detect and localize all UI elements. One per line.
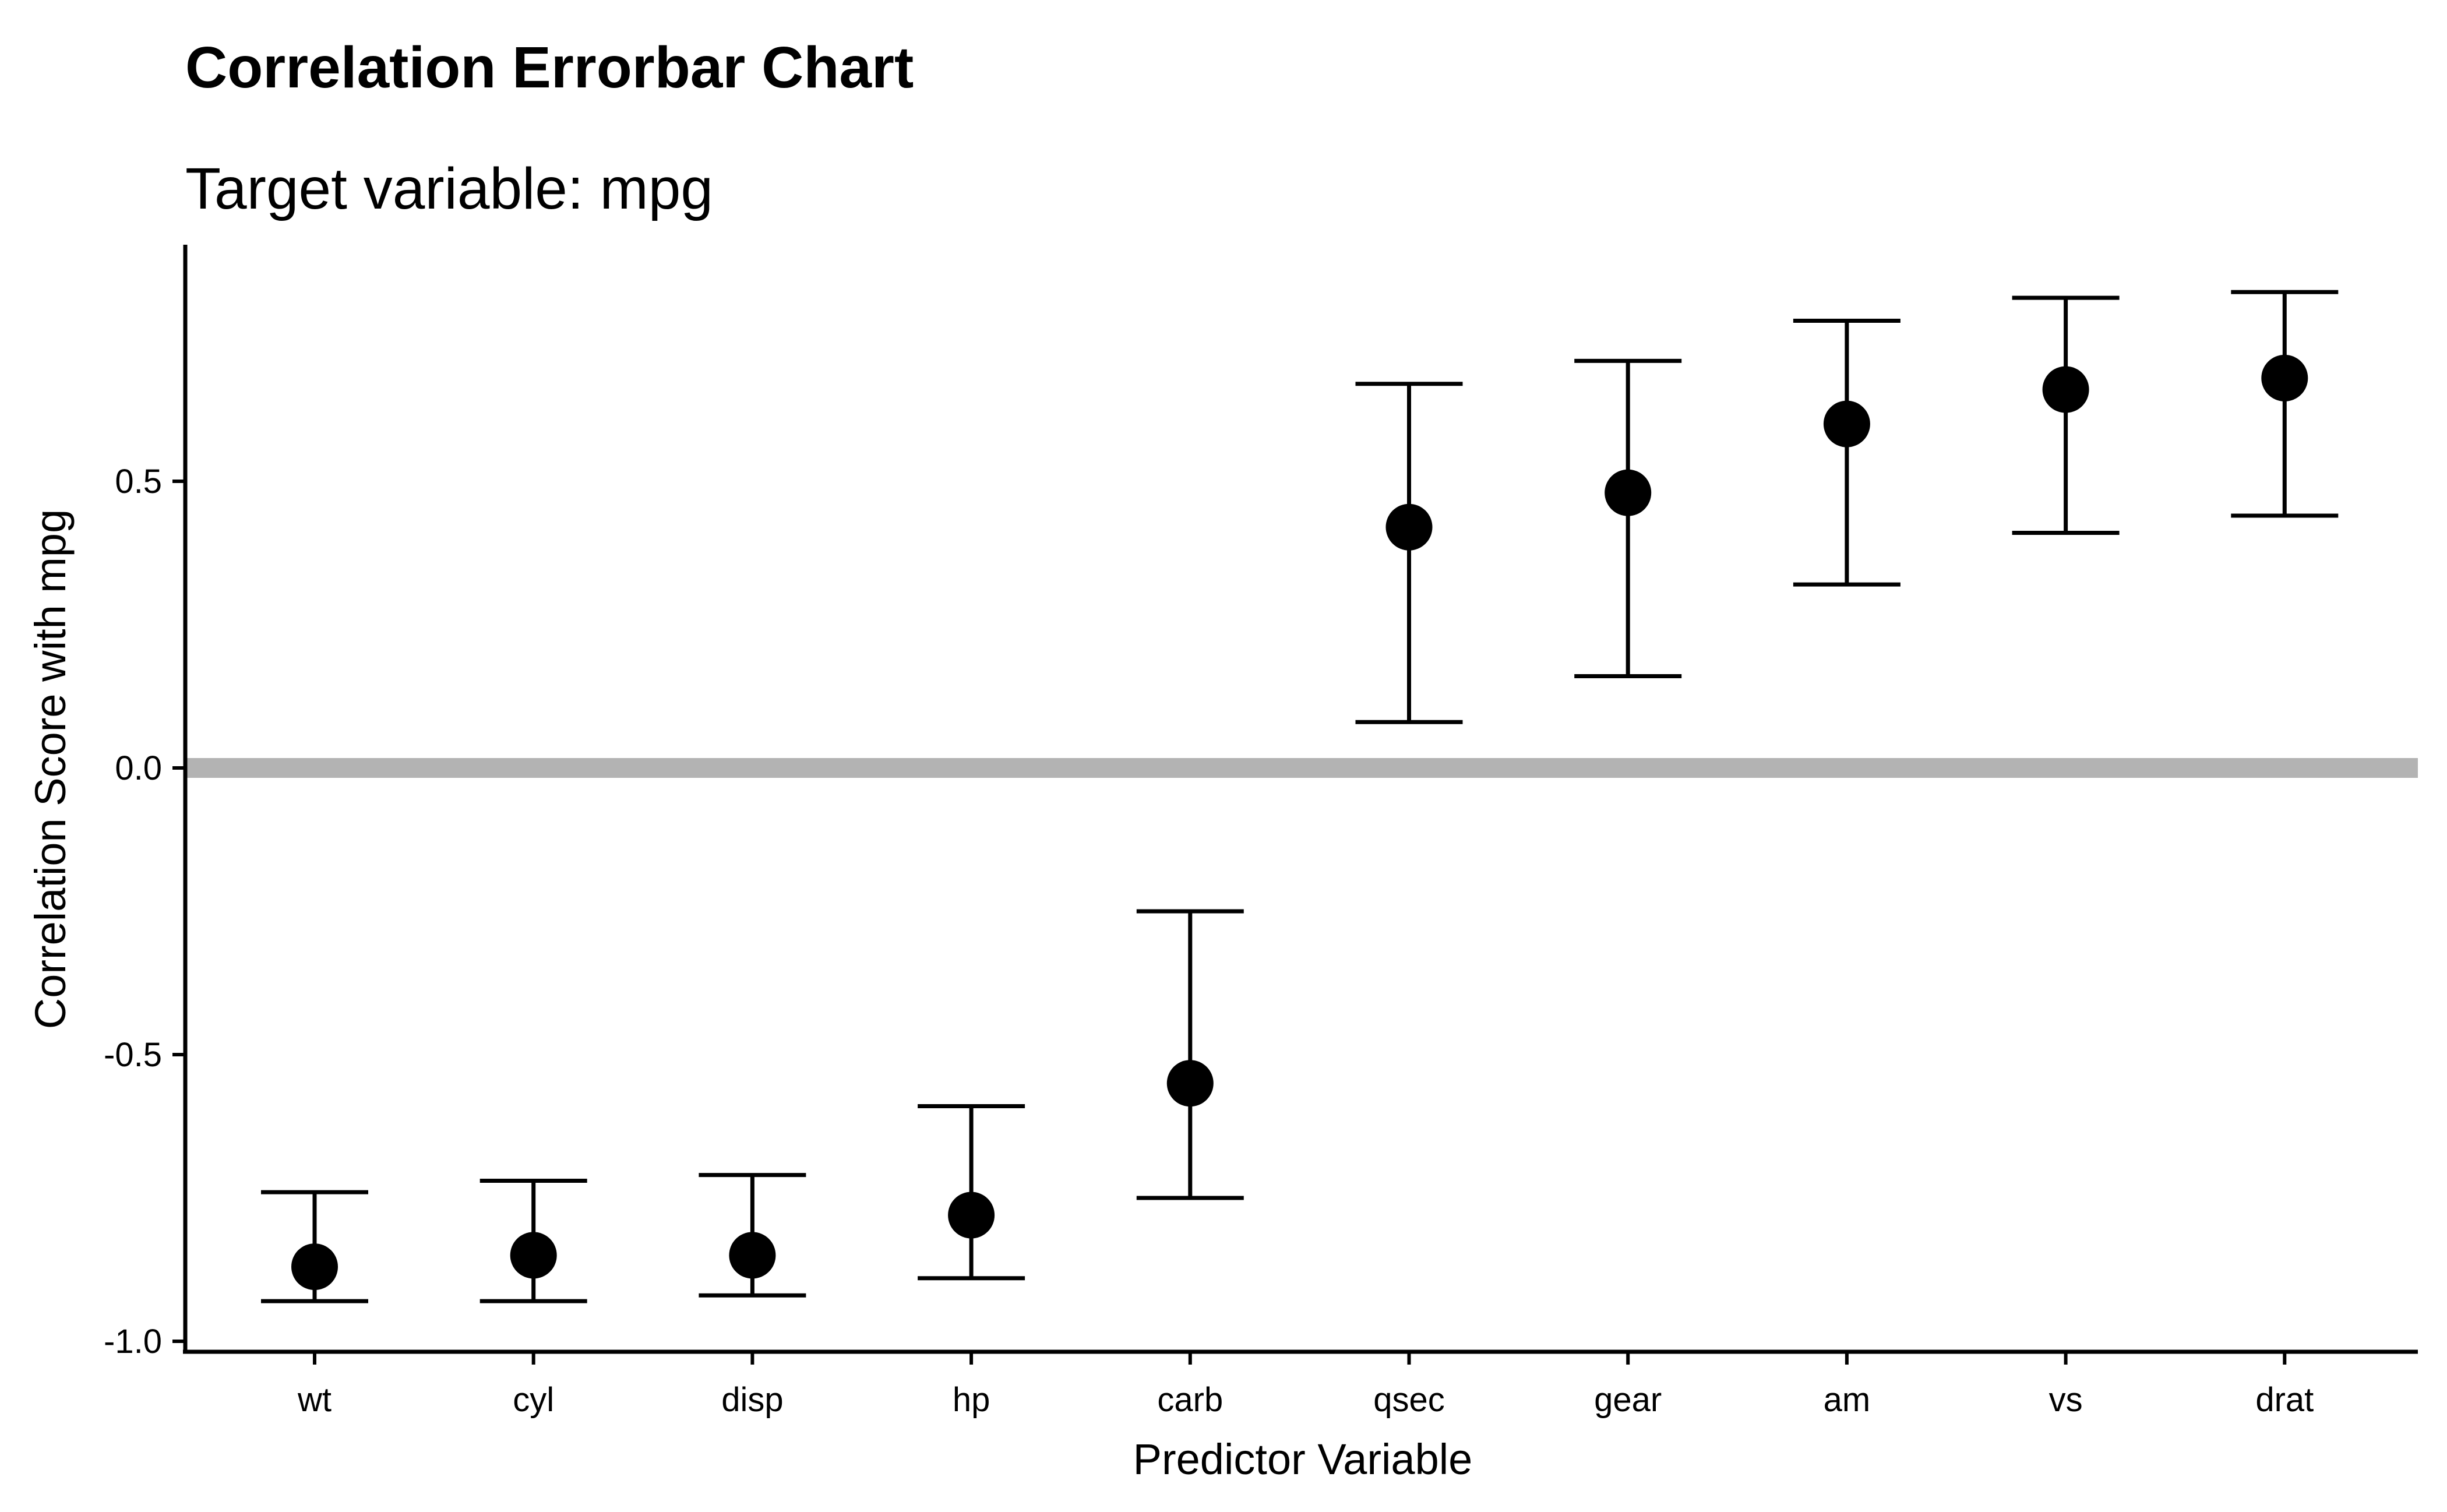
x-tick-label-hp: hp: [953, 1381, 990, 1419]
point-drat: [2261, 354, 2308, 401]
x-axis-title: Predictor Variable: [1133, 1435, 1473, 1483]
point-gear: [1605, 469, 1652, 516]
x-tick-label-qsec: qsec: [1373, 1381, 1445, 1419]
x-tick-label-am: am: [1824, 1381, 1871, 1419]
point-carb: [1166, 1060, 1214, 1107]
y-axis-title: Correlation Score with mpg: [26, 509, 75, 1029]
point-vs: [2042, 366, 2089, 413]
point-disp: [729, 1232, 776, 1279]
point-cyl: [510, 1232, 557, 1279]
point-qsec: [1385, 503, 1433, 551]
y-tick-label: -0.5: [104, 1036, 162, 1074]
x-tick-label-wt: wt: [297, 1381, 332, 1419]
plot-area: -1.0 -0.5 0.0 0.5 wt cyl disp hp carb qsec gear am v…: [104, 245, 2418, 1419]
point-hp: [948, 1192, 995, 1239]
x-tick-label-gear: gear: [1594, 1381, 1662, 1419]
x-tick-label-disp: disp: [721, 1381, 783, 1419]
x-tick-label-vs: vs: [2049, 1381, 2083, 1419]
x-tick-label-carb: carb: [1157, 1381, 1223, 1419]
y-tick-label: 0.5: [115, 463, 162, 501]
chart-title: Correlation Errorbar Chart: [185, 35, 914, 100]
x-tick-label-drat: drat: [2255, 1381, 2314, 1419]
x-tick-label-cyl: cyl: [513, 1381, 554, 1419]
point-wt: [291, 1243, 338, 1291]
y-tick-label: -1.0: [104, 1323, 162, 1361]
chart-subtitle: Target variable: mpg: [185, 156, 713, 221]
point-am: [1823, 400, 1870, 447]
y-tick-label: 0.0: [115, 749, 162, 787]
